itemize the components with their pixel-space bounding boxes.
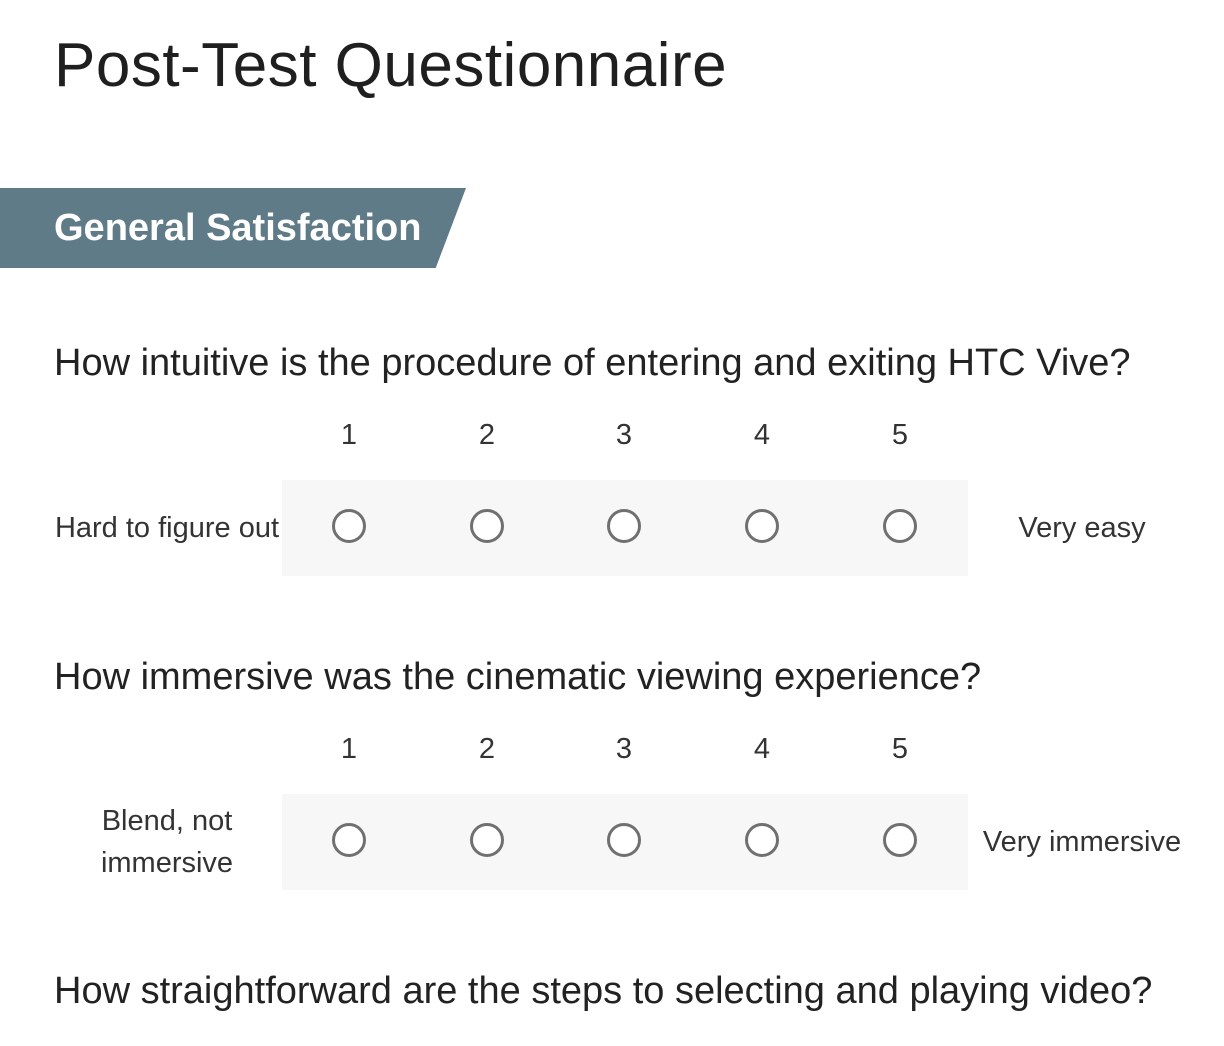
scale-number-1: 1 — [340, 419, 358, 451]
scale-number-1: 1 — [340, 733, 358, 765]
question-text: How straightforward are the steps to sel… — [54, 970, 1153, 1012]
right-anchor-label: Very immersive — [982, 826, 1182, 858]
radio-option-2[interactable] — [470, 823, 504, 857]
scale-numbers: 1 2 3 4 5 — [54, 415, 1214, 455]
left-anchor-label: Hard to figure out — [54, 512, 280, 544]
scale-number-3: 3 — [615, 419, 633, 451]
radio-option-3[interactable] — [607, 823, 641, 857]
scale-number-5: 5 — [891, 733, 909, 765]
question-2: How immersive was the cinematic viewing … — [54, 654, 1214, 890]
scale-number-2: 2 — [478, 419, 496, 451]
right-anchor-label: Very easy — [1018, 512, 1146, 544]
question-1: How intuitive is the procedure of enteri… — [54, 340, 1214, 576]
question-text: How immersive was the cinematic viewing … — [54, 656, 982, 698]
page-title: Post-Test Questionnaire — [54, 31, 728, 100]
radio-option-5[interactable] — [883, 509, 917, 543]
radio-option-4[interactable] — [745, 509, 779, 543]
radio-band — [282, 480, 968, 576]
radio-option-1[interactable] — [332, 823, 366, 857]
rating-scale: Hard to figure out Very easy — [54, 480, 1214, 576]
section-banner: General Satisfaction — [0, 188, 466, 268]
scale-numbers: 1 2 3 4 5 — [54, 729, 1214, 769]
radio-option-5[interactable] — [883, 823, 917, 857]
radio-option-4[interactable] — [745, 823, 779, 857]
rating-scale: Blend, not immersive Very immersive — [54, 794, 1214, 890]
question-text: How intuitive is the procedure of enteri… — [54, 342, 1131, 384]
section-title: General Satisfaction — [54, 207, 422, 249]
radio-band — [282, 794, 968, 890]
scale-number-3: 3 — [615, 733, 633, 765]
scale-number-4: 4 — [753, 419, 771, 451]
scale-number-4: 4 — [753, 733, 771, 765]
radio-option-3[interactable] — [607, 509, 641, 543]
radio-option-1[interactable] — [332, 509, 366, 543]
question-3: How straightforward are the steps to sel… — [54, 968, 1214, 1014]
radio-option-2[interactable] — [470, 509, 504, 543]
left-anchor-label: Blend, not immersive — [100, 805, 234, 879]
scale-number-2: 2 — [478, 733, 496, 765]
scale-number-5: 5 — [891, 419, 909, 451]
